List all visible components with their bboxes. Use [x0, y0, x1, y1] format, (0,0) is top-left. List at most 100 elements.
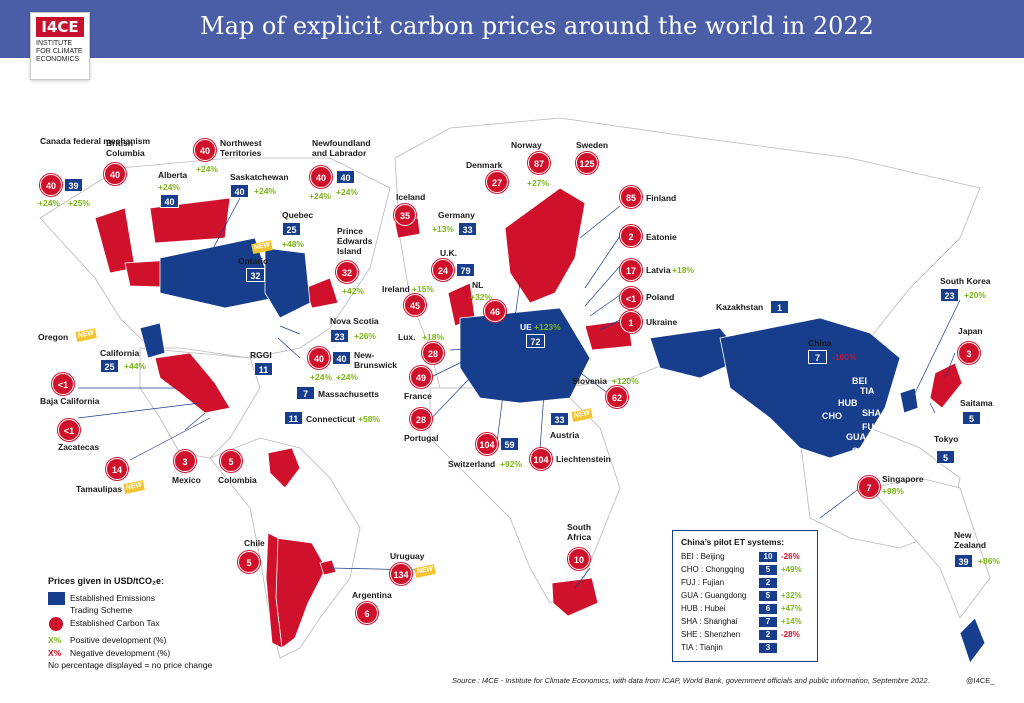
map-title: Map of explicit carbon prices around the… — [200, 12, 874, 40]
change-nl: +32% — [470, 292, 492, 302]
label-sweden: Sweden — [576, 140, 609, 150]
ets-swatch — [48, 592, 65, 605]
china-pilot-label: CHO : Chongqing — [681, 565, 745, 574]
label-portugal: Portugal — [404, 433, 439, 443]
ets-nova-scotia: 23 — [330, 329, 349, 343]
tax-colombia: 5 — [220, 450, 242, 472]
china-code-hub: HUB — [838, 398, 858, 408]
china-pilot-price: 10 — [759, 552, 777, 562]
tax-liechtenstein: 104 — [530, 448, 552, 470]
label-poland: Poland — [646, 292, 675, 302]
china-pilot-change: +47% — [781, 604, 802, 613]
label-nl: NL — [472, 280, 484, 290]
change-china: -100% — [832, 352, 857, 362]
label-saskatchewan: Saskatchewan — [230, 172, 289, 182]
china-pilot-label: BEI : Beijing — [681, 552, 725, 561]
tax-chile: 5 — [238, 551, 260, 573]
label-oregon: Oregon — [38, 332, 69, 342]
change-connecticut: +58% — [358, 414, 380, 424]
positive-symbol: X% — [48, 635, 62, 645]
china-pilot-price: 5 — [759, 591, 777, 601]
china-pilot-change: -26% — [781, 552, 800, 561]
label-switzerland: Switzerland — [448, 459, 496, 469]
region-china — [719, 317, 901, 459]
region-eu — [459, 307, 591, 404]
label-france: France — [404, 391, 432, 401]
tax-british-columbia: 40 — [104, 163, 126, 185]
label-baja: Baja California — [40, 396, 100, 406]
china-code-fuj: FUJ — [862, 422, 880, 432]
china-pilot-label: TIA : Tianjin — [681, 643, 723, 652]
label-colombia: Colombia — [218, 475, 257, 485]
ets-china: 7 — [808, 350, 827, 364]
china-pilot-price: 3 — [759, 643, 777, 653]
tax-norway: 87 — [528, 152, 550, 174]
ets-california: 25 — [100, 359, 119, 373]
ets-alberta: 40 — [160, 194, 179, 208]
label-saitama: Saitama — [960, 398, 993, 408]
legend-note: No percentage displayed = no price chang… — [48, 660, 213, 670]
label-latvia: Latvia — [646, 265, 671, 275]
china-pilot-label: HUB : Hubei — [681, 604, 726, 613]
label-ukraine: Ukraine — [646, 317, 678, 327]
tax-latvia: 17 — [620, 259, 642, 281]
ets-canada-federal: 39 — [64, 178, 83, 192]
ets-switzerland: 59 — [500, 437, 519, 451]
legend-ets: Established Emissions Trading Scheme — [48, 592, 248, 615]
tax-uruguay: 134 — [390, 563, 412, 585]
tax-iceland: 35 — [394, 204, 416, 226]
tax-france: 49 — [410, 366, 432, 388]
china-pilot-change: -28% — [781, 630, 800, 639]
tax-south-africa: 10 — [568, 548, 590, 570]
china-code-gua: GUA — [846, 432, 866, 442]
label-massachusetts: Massachusetts — [318, 389, 379, 399]
china-pilot-price: 6 — [759, 604, 777, 614]
change-new-brunswick-ets: +24% — [336, 372, 358, 382]
label-estonia: Eatonie — [646, 232, 677, 242]
change-germany: +13% — [432, 224, 454, 234]
change-new-zealand: +86% — [978, 556, 1000, 566]
ets-kazakhstan: 1 — [770, 300, 789, 314]
change-switzerland: +92% — [500, 459, 522, 469]
china-pilot-price: 7 — [759, 617, 777, 627]
change-nova-scotia: +26% — [354, 331, 376, 341]
tax-estonia: 2 — [620, 225, 642, 247]
label-california: California — [100, 348, 140, 358]
label-uk: U.K. — [440, 248, 457, 258]
label-chile: Chile — [244, 538, 265, 548]
label-mexico: Mexico — [172, 475, 201, 485]
world-map-svg — [39, 117, 991, 664]
i4ce-logo: I4CE INSTITUTE FOR CLIMATE ECONOMICS — [30, 12, 90, 80]
tax-switzerland: 104 — [476, 433, 498, 455]
legend-ets-label: Established Emissions Trading Scheme — [70, 593, 156, 615]
region-scandinavia — [504, 187, 586, 304]
change-canada-federal-ets: +25% — [68, 198, 90, 208]
change-newfoundland-tax: +24% — [309, 191, 331, 201]
label-singapore: Singapore — [882, 474, 924, 484]
ets-austria: 33 — [550, 412, 569, 426]
label-liechtenstein: Liechtenstein — [556, 454, 611, 464]
region-ukraine — [584, 319, 633, 351]
change-quebec: +48% — [282, 239, 304, 249]
label-new-zealand: New Zealand — [954, 530, 987, 550]
label-quebec: Quebec — [282, 210, 314, 220]
tax-poland: <1 — [620, 287, 642, 309]
region-south-africa — [551, 577, 599, 617]
region-quebec — [264, 247, 311, 319]
label-norway: Norway — [511, 140, 542, 150]
label-luxembourg: Lux. — [398, 332, 416, 342]
label-connecticut: Connecticut — [306, 414, 356, 424]
change-alberta: +24% — [158, 182, 180, 192]
region-california — [139, 322, 166, 359]
tax-ireland: 45 — [404, 294, 426, 316]
china-pilot-price: 5 — [759, 565, 777, 575]
ets-saskatchewan: 40 — [230, 184, 249, 198]
change-northwest-territories: +24% — [196, 164, 218, 174]
label-newfoundland: Newfoundland and Labrador — [312, 138, 371, 158]
ets-uk: 79 — [456, 263, 475, 277]
logo-mark: I4CE — [36, 17, 84, 37]
china-code-tia: TIA — [860, 386, 875, 396]
change-ireland: +15% — [412, 284, 434, 294]
legend-tax: Established Carbon Tax — [48, 617, 248, 631]
logo-text: INSTITUTE FOR CLIMATE ECONOMICS — [36, 40, 83, 63]
